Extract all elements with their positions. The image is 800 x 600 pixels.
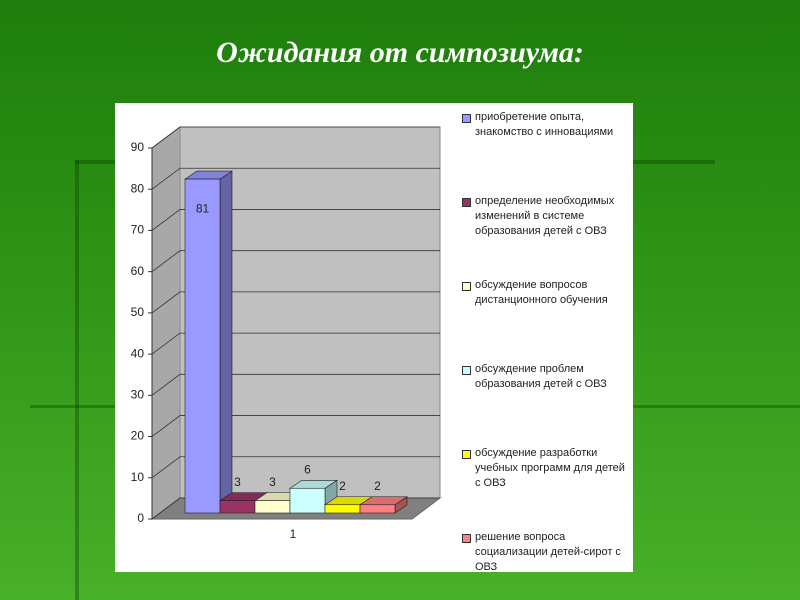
- legend-swatch: [462, 282, 471, 291]
- bar: [219, 500, 256, 514]
- data-label: 81: [196, 201, 210, 215]
- legend-swatch: [462, 114, 471, 123]
- bar-top-shade: [290, 480, 337, 489]
- chart-panel: 0 10 20 30 40 50 60 70 80 90 81 3 3 6 2 2 1 приобретение…: [115, 103, 633, 572]
- legend-label: определение необходимых изменений в сист…: [475, 195, 615, 237]
- bar: [324, 504, 361, 514]
- y-tick-label: 30: [131, 388, 145, 402]
- bar-top-shade: [185, 171, 232, 180]
- grid-line: [151, 209, 440, 231]
- y-tick-label: 10: [131, 470, 145, 484]
- grid-line: [151, 167, 440, 190]
- y-tick-label: 40: [131, 346, 145, 360]
- data-label: 3: [269, 475, 276, 489]
- y-tick-label: 80: [131, 181, 145, 195]
- chart: 0 10 20 30 40 50 60 70 80 90 81 3 3 6 2 2 1: [131, 126, 442, 541]
- bar: [254, 500, 291, 514]
- grid-line: [151, 250, 440, 272]
- bar-top-shade: [360, 496, 407, 505]
- legend-entry: обсуждение разработки учебных программ д…: [462, 446, 631, 491]
- bar: [359, 504, 396, 514]
- bar: [184, 178, 221, 514]
- y-tick-label: 0: [137, 511, 144, 525]
- legend-swatch: [462, 534, 471, 543]
- bar-top-shade: [220, 492, 267, 501]
- grid-line: [151, 456, 440, 479]
- bar-side-shade: [220, 171, 232, 513]
- legend: приобретение опыта, знакомство с инновац…: [455, 103, 633, 572]
- legend-label: обсуждение разработки учебных программ д…: [475, 447, 625, 489]
- legend-entry: решение вопроса социализации детей-сирот…: [462, 530, 631, 572]
- legend-swatch: [462, 366, 471, 375]
- grid-line: [151, 332, 440, 355]
- bar-top-shade: [325, 496, 372, 505]
- slide-title: Ожидания от симпозиума:: [216, 36, 584, 69]
- x-tick-label: 1: [290, 527, 297, 541]
- bar-side-shade: [395, 496, 407, 513]
- grid-line: [151, 415, 440, 437]
- decor: [75, 160, 79, 600]
- legend-entry: приобретение опыта, знакомство с инновац…: [462, 110, 631, 140]
- grid-line: [151, 373, 440, 396]
- data-label: 6: [304, 462, 311, 476]
- y-tick-label: 60: [131, 264, 145, 278]
- y-tick-label: 90: [131, 140, 145, 154]
- data-label: 2: [339, 479, 346, 493]
- data-label: 2: [374, 479, 381, 493]
- legend-label: приобретение опыта, знакомство с инновац…: [475, 111, 614, 138]
- y-tick-label: 70: [131, 223, 145, 237]
- legend-entry: определение необходимых изменений в сист…: [462, 194, 631, 239]
- legend-entry: обсуждение проблем образования детей с О…: [462, 362, 631, 392]
- legend-label: решение вопроса социализации детей-сирот…: [475, 531, 621, 572]
- y-tick-label: 20: [131, 429, 145, 443]
- bar: [289, 487, 326, 514]
- grid-line: [151, 291, 440, 314]
- data-label: 3: [234, 475, 241, 489]
- legend-label: обсуждение вопросов дистанционного обуче…: [475, 279, 608, 306]
- legend-label: обсуждение проблем образования детей с О…: [475, 363, 607, 390]
- grid-line: [151, 126, 440, 149]
- legend-swatch: [462, 450, 471, 459]
- legend-swatch: [462, 198, 471, 207]
- legend-entry: обсуждение вопросов дистанционного обуче…: [462, 278, 631, 308]
- y-tick-label: 50: [131, 305, 145, 319]
